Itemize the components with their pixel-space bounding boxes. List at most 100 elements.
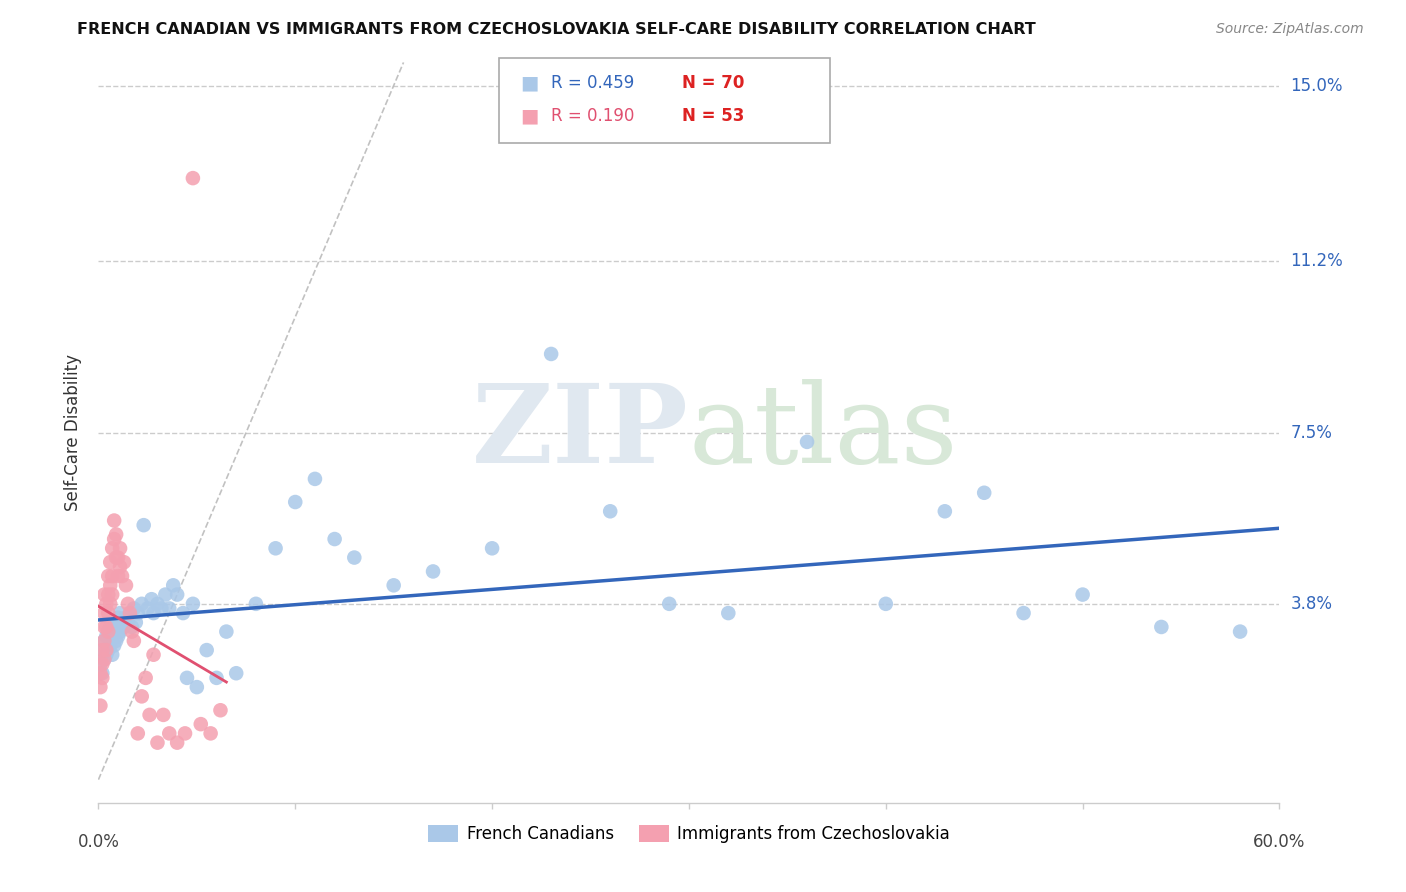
Legend: French Canadians, Immigrants from Czechoslovakia: French Canadians, Immigrants from Czecho… <box>422 819 956 850</box>
Point <box>101 541 124 556</box>
Point <box>195 643 218 657</box>
Text: 60.0%: 60.0% <box>1253 833 1306 851</box>
Point <box>215 624 238 639</box>
Point <box>118 606 141 620</box>
Point <box>97 606 120 620</box>
Point <box>107 569 129 583</box>
Point <box>98 620 121 634</box>
Point <box>108 559 131 574</box>
Text: 0.0%: 0.0% <box>77 833 120 851</box>
Point <box>875 597 897 611</box>
Point <box>174 726 197 740</box>
Point <box>181 171 204 186</box>
Point <box>142 606 165 620</box>
Point <box>96 597 118 611</box>
Text: FRENCH CANADIAN VS IMMIGRANTS FROM CZECHOSLOVAKIA SELF-CARE DISABILITY CORRELATI: FRENCH CANADIAN VS IMMIGRANTS FROM CZECH… <box>77 22 1036 37</box>
Point <box>101 569 124 583</box>
Point <box>717 606 740 620</box>
Point <box>973 485 995 500</box>
Point <box>93 606 115 620</box>
Text: ZIP: ZIP <box>472 379 689 486</box>
Point <box>122 633 145 648</box>
Point <box>599 504 621 518</box>
Text: Source: ZipAtlas.com: Source: ZipAtlas.com <box>1216 22 1364 37</box>
Point <box>105 633 128 648</box>
Point <box>205 671 228 685</box>
Text: 7.5%: 7.5% <box>1291 424 1333 442</box>
Point <box>91 671 114 685</box>
Point <box>136 601 159 615</box>
Text: R = 0.190: R = 0.190 <box>551 107 634 125</box>
Point <box>200 726 222 740</box>
Point <box>98 639 121 653</box>
Point <box>131 690 153 704</box>
Point <box>190 717 212 731</box>
Point <box>304 472 326 486</box>
Point <box>157 601 180 615</box>
Point <box>934 504 956 518</box>
Point <box>117 597 139 611</box>
Point <box>422 565 444 579</box>
Point <box>108 606 131 620</box>
Point <box>172 606 194 620</box>
Point <box>121 620 143 634</box>
Point <box>107 610 129 624</box>
Point <box>166 588 188 602</box>
Point <box>141 592 163 607</box>
Point <box>264 541 287 556</box>
Point <box>284 495 307 509</box>
Point <box>155 588 177 602</box>
Point <box>127 606 149 620</box>
Point <box>658 597 681 611</box>
Point <box>796 434 818 449</box>
Point <box>91 643 114 657</box>
Point <box>157 726 180 740</box>
Point <box>111 615 134 630</box>
Point <box>98 578 121 592</box>
Point <box>91 657 114 671</box>
Point <box>138 707 160 722</box>
Point <box>101 588 124 602</box>
Text: ■: ■ <box>520 73 538 93</box>
Point <box>132 518 155 533</box>
Point <box>105 550 128 565</box>
Point <box>89 657 111 671</box>
Point <box>96 648 118 662</box>
Point <box>108 624 131 639</box>
Text: 3.8%: 3.8% <box>1291 595 1333 613</box>
Point <box>89 698 111 713</box>
Point <box>142 648 165 662</box>
Point <box>382 578 405 592</box>
Text: N = 70: N = 70 <box>682 74 744 92</box>
Point <box>125 615 148 630</box>
Point <box>91 643 114 657</box>
Point <box>323 532 346 546</box>
Point <box>115 610 138 624</box>
Text: 15.0%: 15.0% <box>1291 77 1343 95</box>
Point <box>115 578 138 592</box>
Point <box>150 601 173 615</box>
Point <box>107 550 129 565</box>
Point <box>1229 624 1251 639</box>
Point <box>146 597 169 611</box>
Point <box>112 620 135 634</box>
Point <box>131 597 153 611</box>
Point <box>97 569 120 583</box>
Text: atlas: atlas <box>689 379 959 486</box>
Point <box>117 615 139 630</box>
Text: R = 0.459: R = 0.459 <box>551 74 634 92</box>
Point <box>481 541 503 556</box>
Point <box>97 624 120 639</box>
Point <box>181 597 204 611</box>
Point <box>1150 620 1173 634</box>
Point <box>209 703 232 717</box>
Point <box>97 643 120 657</box>
Point <box>89 666 111 681</box>
Point <box>101 648 124 662</box>
Point <box>103 639 125 653</box>
Point <box>93 620 115 634</box>
Point <box>93 633 115 648</box>
Point <box>105 527 128 541</box>
Point <box>343 550 366 565</box>
Point <box>105 615 128 630</box>
